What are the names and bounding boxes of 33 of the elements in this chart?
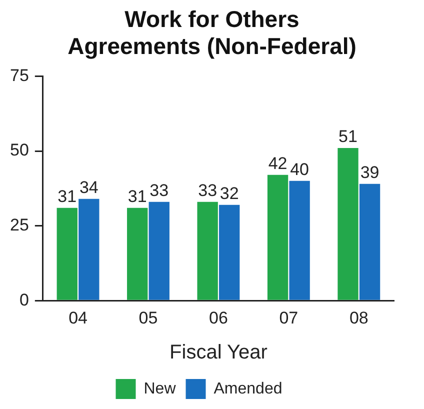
bar [359,184,380,300]
legend-label: New [144,380,176,398]
bar [78,198,100,300]
data-label: 33 [198,181,218,200]
data-label: 39 [360,163,380,182]
x-tick-label: 06 [208,308,228,328]
x-tick-label: 08 [349,308,368,328]
bar [338,148,358,300]
x-tick-label: 04 [68,308,88,328]
bar [127,208,148,300]
data-label: 33 [150,181,169,200]
data-label: 31 [58,187,77,206]
data-label: 34 [79,178,98,198]
legend-label: Amended [214,380,282,398]
x-tick-label: 07 [279,308,298,328]
y-tick-label: 25 [10,215,29,234]
data-label: 32 [220,184,239,204]
data-label: 51 [338,127,358,146]
bar [219,204,240,300]
bar [197,202,218,300]
bar [289,180,310,300]
bar [148,202,170,300]
x-tick-label: 05 [138,308,158,328]
y-tick-label: 0 [19,290,29,310]
chart-title: Work for Others Agreements (Non-Federal) [66,6,358,60]
bar [56,208,78,300]
y-tick-label: 75 [10,66,29,85]
y-tick-label: 50 [10,140,29,160]
data-label: 40 [290,160,310,180]
x-axis-title: Fiscal Year [170,342,268,364]
bar [267,174,288,300]
data-label: 42 [268,154,288,174]
data-label: 31 [128,187,147,206]
